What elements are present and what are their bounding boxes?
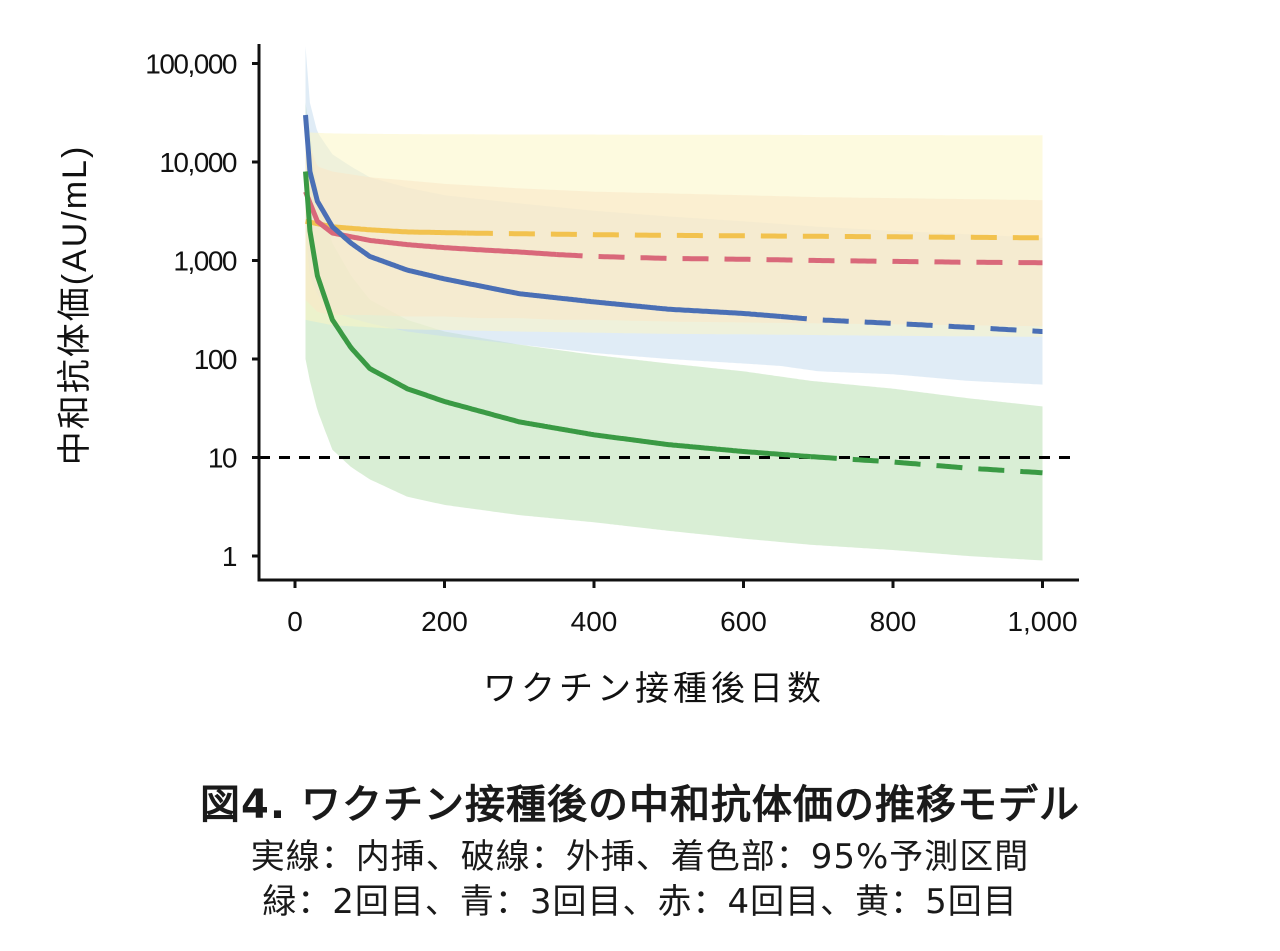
y-tick-label: 100 <box>194 344 237 375</box>
y-tick-label: 100,000 <box>145 49 237 80</box>
y-tick-label: 10,000 <box>159 147 237 178</box>
x-tick-label: 200 <box>421 606 468 637</box>
y-tick-label: 1,000 <box>173 246 236 277</box>
axes <box>257 44 1079 582</box>
y-axis-ticks: 1 10 100 1,000 10,000 100,000 <box>145 49 259 572</box>
prediction-band-1 <box>305 102 1043 561</box>
x-tick-label: 1,000 <box>1007 606 1077 637</box>
series-lines <box>303 114 1044 476</box>
figure-title: 図4. ワクチン接種後の中和抗体価の推移モデル <box>200 782 1080 828</box>
prediction-bands <box>305 46 1043 561</box>
figure-note-line-1: 実線：内挿、破線：外挿、着色部：95%予測区間 <box>250 837 1030 877</box>
series-line-interpolated-3 <box>303 190 558 257</box>
x-axis-label: ワクチン接種後日数 <box>483 670 825 708</box>
series-line-interpolated-1 <box>303 171 812 460</box>
x-tick-label: 400 <box>571 606 618 637</box>
series-line-extrapolated-4 <box>466 230 1044 241</box>
x-tick-label: 0 <box>287 606 303 637</box>
y-tick-label: 10 <box>208 443 237 474</box>
x-tick-label: 600 <box>720 606 767 637</box>
y-tick-label: 1 <box>222 541 237 572</box>
chart: 1 10 100 1,000 10,000 100,000 0 200 400 600 800 1,… <box>56 44 1079 708</box>
series-line-interpolated-2 <box>303 114 782 319</box>
x-tick-label: 800 <box>870 606 917 637</box>
x-axis-ticks: 0 200 400 600 800 1,000 <box>287 580 1078 637</box>
figure-note-line-2: 緑：2回目、青：3回目、赤：4回目、黄：5回目 <box>262 882 1018 922</box>
series-line-extrapolated-2 <box>780 314 1044 334</box>
y-axis-label: 中和抗体価(AU/mL) <box>56 145 94 466</box>
